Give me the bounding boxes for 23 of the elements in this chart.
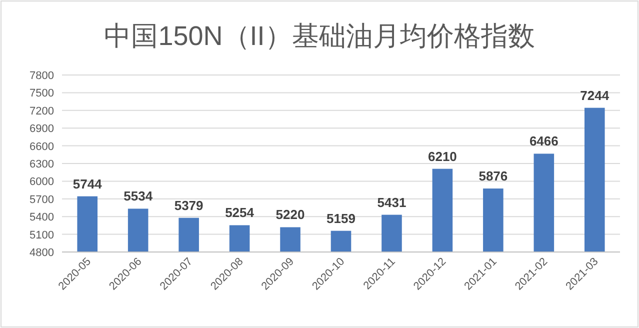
y-tick-label: 6900 [30, 123, 54, 136]
data-label: 5254 [225, 205, 255, 220]
data-label: 5159 [326, 210, 356, 226]
data-label: 5876 [478, 168, 508, 184]
y-tick-label: 5700 [30, 194, 54, 206]
data-label: 5431 [377, 194, 406, 210]
data-label: 6466 [529, 134, 558, 149]
y-tick-label: 5100 [30, 229, 54, 242]
data-label: 5379 [174, 198, 204, 213]
data-label: 5220 [276, 207, 305, 222]
y-tick-label: 4800 [30, 247, 54, 259]
data-label: 6210 [428, 148, 457, 164]
y-tick-label: 6300 [30, 158, 54, 170]
data-label: 5534 [124, 188, 154, 204]
y-tick-label: 7200 [30, 105, 54, 118]
y-tick-label: 7500 [30, 88, 54, 100]
y-tick-label: 6600 [30, 140, 54, 153]
data-label: 5744 [72, 176, 103, 192]
y-tick-label: 5400 [30, 212, 54, 224]
y-tick-label: 6000 [30, 176, 54, 188]
data-label: 7244 [580, 88, 610, 103]
chart-title: 中国150N（II）基础油月均价格指数 [104, 21, 535, 51]
y-tick-label: 7800 [30, 70, 54, 82]
